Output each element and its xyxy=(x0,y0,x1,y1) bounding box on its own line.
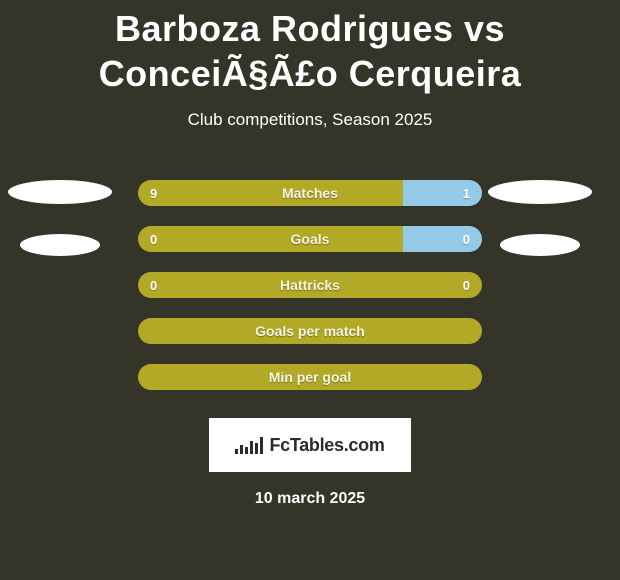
segment-player-a xyxy=(138,318,482,344)
date-label: 10 march 2025 xyxy=(0,490,620,508)
subtitle: Club competitions, Season 2025 xyxy=(0,110,620,130)
fctables-logo: FcTables.com xyxy=(209,418,411,472)
value-player-b: 0 xyxy=(451,272,482,298)
page-title: Barboza Rodrigues vs ConceiÃ§Ã£o Cerquei… xyxy=(0,0,620,96)
segment-player-b: 1 xyxy=(403,180,482,206)
logo-bars-icon xyxy=(235,436,263,454)
metric-row: Min per goal xyxy=(138,364,482,390)
segment-player-a: 0 xyxy=(138,272,482,298)
avatar-player-b-top xyxy=(488,180,592,204)
metric-row: 00Goals xyxy=(138,226,482,252)
metric-row: 00Hattricks xyxy=(138,272,482,298)
comparison-chart: 91Matches 00Goals 00Hattricks Goals per mat… xyxy=(0,164,620,394)
metric-row: Goals per match xyxy=(138,318,482,344)
segment-player-a xyxy=(138,364,482,390)
logo-text: FcTables.com xyxy=(269,435,384,456)
avatar-player-b-bottom xyxy=(500,234,580,256)
avatar-player-a-bottom xyxy=(20,234,100,256)
segment-player-a: 0 xyxy=(138,226,403,252)
metric-row: 91Matches xyxy=(138,180,482,206)
avatar-player-a-top xyxy=(8,180,112,204)
segment-player-a: 9 xyxy=(138,180,403,206)
segment-player-b: 0 xyxy=(403,226,482,252)
